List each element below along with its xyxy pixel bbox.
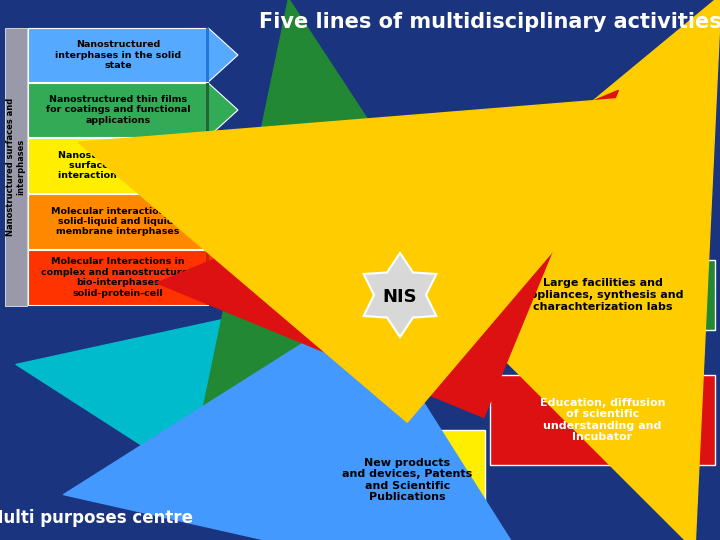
FancyBboxPatch shape xyxy=(490,260,715,330)
FancyBboxPatch shape xyxy=(206,138,209,193)
Polygon shape xyxy=(208,83,238,137)
Text: Education, diffusion
of scientific
understanding and
Incubator: Education, diffusion of scientific under… xyxy=(540,397,665,442)
Text: Nanostructured thin films
for coatings and functional
applications: Nanostructured thin films for coatings a… xyxy=(46,95,190,125)
FancyBboxPatch shape xyxy=(5,28,27,306)
Polygon shape xyxy=(208,28,238,82)
Text: EU funded
research: EU funded research xyxy=(263,304,328,326)
FancyBboxPatch shape xyxy=(206,194,209,249)
FancyBboxPatch shape xyxy=(330,430,485,530)
Polygon shape xyxy=(208,194,238,249)
FancyBboxPatch shape xyxy=(207,83,210,137)
Text: Multi purposes centre: Multi purposes centre xyxy=(0,509,193,527)
Text: Molecular Interactions in
complex and nanostructured
bio-interphases
solid-prote: Molecular Interactions in complex and na… xyxy=(41,258,194,298)
Text: Large facilities and
appliances, synthesis and
charachterization labs: Large facilities and appliances, synthes… xyxy=(522,279,683,312)
FancyBboxPatch shape xyxy=(210,370,340,450)
FancyBboxPatch shape xyxy=(28,83,208,137)
FancyBboxPatch shape xyxy=(335,155,550,255)
Text: Consulting and
Services for the
industry: Consulting and Services for the industry xyxy=(225,394,325,427)
FancyBboxPatch shape xyxy=(207,28,210,82)
FancyBboxPatch shape xyxy=(206,250,209,305)
FancyBboxPatch shape xyxy=(28,28,208,82)
Text: Nanostructured oxidic
surfaces and their
interaction with gases: Nanostructured oxidic surfaces and their… xyxy=(58,151,178,180)
Text: Nanostructured surfaces and
interphases: Nanostructured surfaces and interphases xyxy=(6,98,26,236)
Polygon shape xyxy=(364,253,436,337)
Text: Five lines of multidisciplinary activities: Five lines of multidisciplinary activiti… xyxy=(258,12,720,32)
Text: Nanostructured
interphases in the solid
state: Nanostructured interphases in the solid … xyxy=(55,40,181,70)
Text: Multi-disciplinary competence
in the fields of chemistry,
physiscs, materials sc: Multi-disciplinary competence in the fie… xyxy=(343,176,542,234)
FancyBboxPatch shape xyxy=(28,250,208,305)
Polygon shape xyxy=(208,250,238,305)
Polygon shape xyxy=(208,138,238,193)
FancyBboxPatch shape xyxy=(28,194,208,249)
Text: New products
and devices, Patents
and Scientific
Publications: New products and devices, Patents and Sc… xyxy=(343,457,472,502)
FancyBboxPatch shape xyxy=(28,138,208,193)
FancyBboxPatch shape xyxy=(490,375,715,465)
FancyBboxPatch shape xyxy=(245,290,345,340)
Text: NIS: NIS xyxy=(383,288,418,306)
Text: Molecular interactions in
solid-liquid and liquid-
membrane interphases: Molecular interactions in solid-liquid a… xyxy=(51,207,184,237)
